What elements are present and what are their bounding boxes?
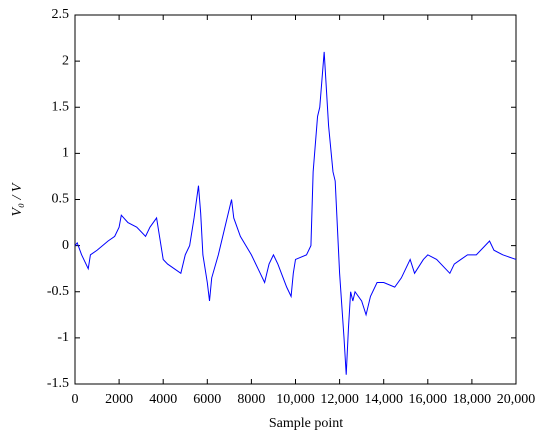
x-tick-label: 2000 — [105, 392, 133, 407]
x-tick-label: 14,000 — [364, 392, 403, 407]
x-tick-label: 18,000 — [453, 392, 492, 407]
y-tick-label: 0 — [62, 238, 69, 253]
x-tick-label: 0 — [72, 392, 79, 407]
y-tick-label: 2.5 — [52, 7, 70, 22]
y-tick-label: 1.5 — [52, 99, 70, 114]
x-tick-label: 16,000 — [409, 392, 448, 407]
y-tick-label: -1.5 — [47, 376, 69, 391]
x-tick-label: 6000 — [193, 392, 221, 407]
x-tick-label: 20,000 — [497, 392, 536, 407]
x-axis-label: Sample point — [269, 416, 343, 431]
x-tick-label: 12,000 — [320, 392, 359, 407]
data-line — [74, 51, 517, 375]
y-tick-label: -1 — [57, 330, 69, 345]
y-tick-label: 1 — [62, 146, 69, 161]
y-tick-label: -0.5 — [47, 284, 69, 299]
x-tick-label: 10,000 — [276, 392, 315, 407]
x-tick-label: 8000 — [237, 392, 265, 407]
x-tick-label: 4000 — [149, 392, 177, 407]
plot-frame — [74, 14, 517, 385]
y-tick-label: 2 — [62, 53, 69, 68]
y-axis-label: V₀ / V — [10, 182, 25, 216]
y-tick-label: 0.5 — [52, 192, 70, 207]
